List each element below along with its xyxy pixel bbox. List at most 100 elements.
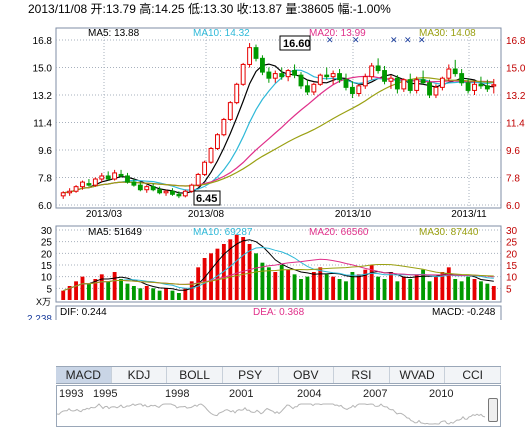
candlestick [285, 69, 291, 82]
candlestick [112, 169, 118, 181]
candle-body [221, 118, 227, 136]
candlestick [427, 79, 432, 99]
price-tick-label: 6.0 [38, 201, 52, 212]
candle-body [260, 57, 265, 73]
tab-rsi[interactable]: RSI [334, 367, 390, 383]
volume-bar [324, 274, 329, 300]
volume-ma-lines [63, 239, 494, 292]
volume-bar [86, 283, 91, 300]
volume-bar [67, 286, 72, 300]
date-tick-label: 2013/10 [335, 209, 372, 220]
candle-body [349, 86, 355, 94]
timeline-drag-handle[interactable] [488, 398, 498, 422]
candlestick [356, 84, 362, 97]
candle-body [439, 77, 445, 88]
volume-bar [273, 272, 278, 300]
candlestick [304, 79, 310, 95]
volume-bar [331, 276, 336, 300]
volume-bar [479, 281, 483, 300]
candle-body [80, 181, 85, 188]
volume-tick-label: 20 [506, 249, 518, 260]
candlestick [86, 179, 92, 187]
candlestick [279, 67, 285, 80]
candle-body [150, 186, 156, 191]
macd-legend-value: MACD: -0.248 [432, 307, 496, 318]
volume-bar [164, 288, 168, 300]
volume-tick-label: 10 [506, 273, 518, 284]
candle-body [401, 79, 407, 90]
timeline-overview-chart [57, 403, 486, 425]
tab-kdj[interactable]: KDJ [112, 367, 168, 383]
price-tick-label: 13.2 [506, 91, 526, 102]
candlestick [324, 67, 330, 80]
volume-bar [382, 279, 387, 300]
price-tick-label: 15.0 [506, 64, 526, 75]
volume-bar [350, 272, 355, 300]
date-tick-label: 2013/11 [451, 209, 487, 220]
event-marker-icon: ✕ [352, 35, 360, 45]
stock-chart[interactable]: 16.8 15.0 13.2 11.4 9.6 7.8 6.0 16.8 15.0 13.2 11… [0, 20, 532, 320]
tab-cci[interactable]: CCI [445, 367, 501, 383]
candle-body [484, 85, 490, 90]
price-tick-label: 16.8 [506, 36, 526, 47]
tab-boll[interactable]: BOLL [167, 367, 223, 383]
volume-label: 量: [285, 2, 301, 16]
candle-body [427, 82, 432, 96]
timeline-navigator[interactable]: 1993 1995 1998 2001 2004 2007 2010 [56, 385, 501, 427]
candle-body [279, 73, 285, 78]
volume-bar [157, 290, 162, 300]
tab-macd[interactable]: MACD [56, 367, 112, 383]
volume-bar [356, 274, 361, 300]
candle-body [112, 172, 118, 180]
change-value: -1.00% [352, 2, 391, 16]
macd-panel-frame [55, 305, 502, 320]
volume-bar [376, 276, 381, 300]
candlestick [407, 73, 413, 94]
candlestick [260, 55, 265, 76]
volume-tick-label: 30 [41, 226, 53, 237]
price-tick-label: 7.8 [506, 174, 520, 185]
dea-legend: DEA: 0.368 [253, 307, 305, 318]
candlestick [67, 188, 73, 196]
candlestick [292, 64, 297, 79]
candlestick [394, 75, 400, 94]
quote-date: 2013/11/08 [28, 2, 88, 16]
candle-body [157, 189, 163, 194]
candlestick [80, 180, 85, 190]
open-value: 13.79 [105, 2, 136, 16]
price-tick-label: 7.8 [38, 174, 52, 185]
candlestick [227, 101, 233, 121]
volume-unit: X万 [36, 297, 51, 307]
candle-body [446, 68, 452, 79]
candlestick [478, 76, 484, 89]
candle-body [337, 73, 342, 81]
candle-body [452, 68, 458, 75]
vol-ma30-line [63, 264, 494, 292]
volume-bar [266, 267, 271, 300]
candlestick [349, 81, 355, 99]
volume-bar [292, 274, 297, 300]
candlestick [99, 172, 105, 183]
volume-tick-label: 25 [41, 238, 53, 249]
tab-wvad[interactable]: WVAD [390, 367, 446, 383]
volume-bar [93, 279, 98, 300]
candlestick [170, 188, 175, 196]
candlestick [176, 191, 182, 199]
candle-body [491, 84, 497, 87]
volume-bar [491, 286, 496, 300]
candle-body [202, 161, 208, 175]
volume-bar [260, 262, 265, 300]
candlestick [414, 76, 420, 94]
volume-bar [446, 267, 451, 300]
candle-body [433, 86, 439, 96]
candlestick [125, 172, 130, 184]
candle-body [86, 183, 92, 186]
volume-bar [254, 253, 258, 300]
volume-bar [299, 279, 303, 300]
tab-obv[interactable]: OBV [279, 367, 335, 383]
volume-bar [453, 279, 458, 300]
price-tick-label: 15.0 [33, 64, 53, 75]
candle-body [478, 83, 484, 87]
candlestick [247, 43, 253, 68]
tab-psy[interactable]: PSY [223, 367, 279, 383]
